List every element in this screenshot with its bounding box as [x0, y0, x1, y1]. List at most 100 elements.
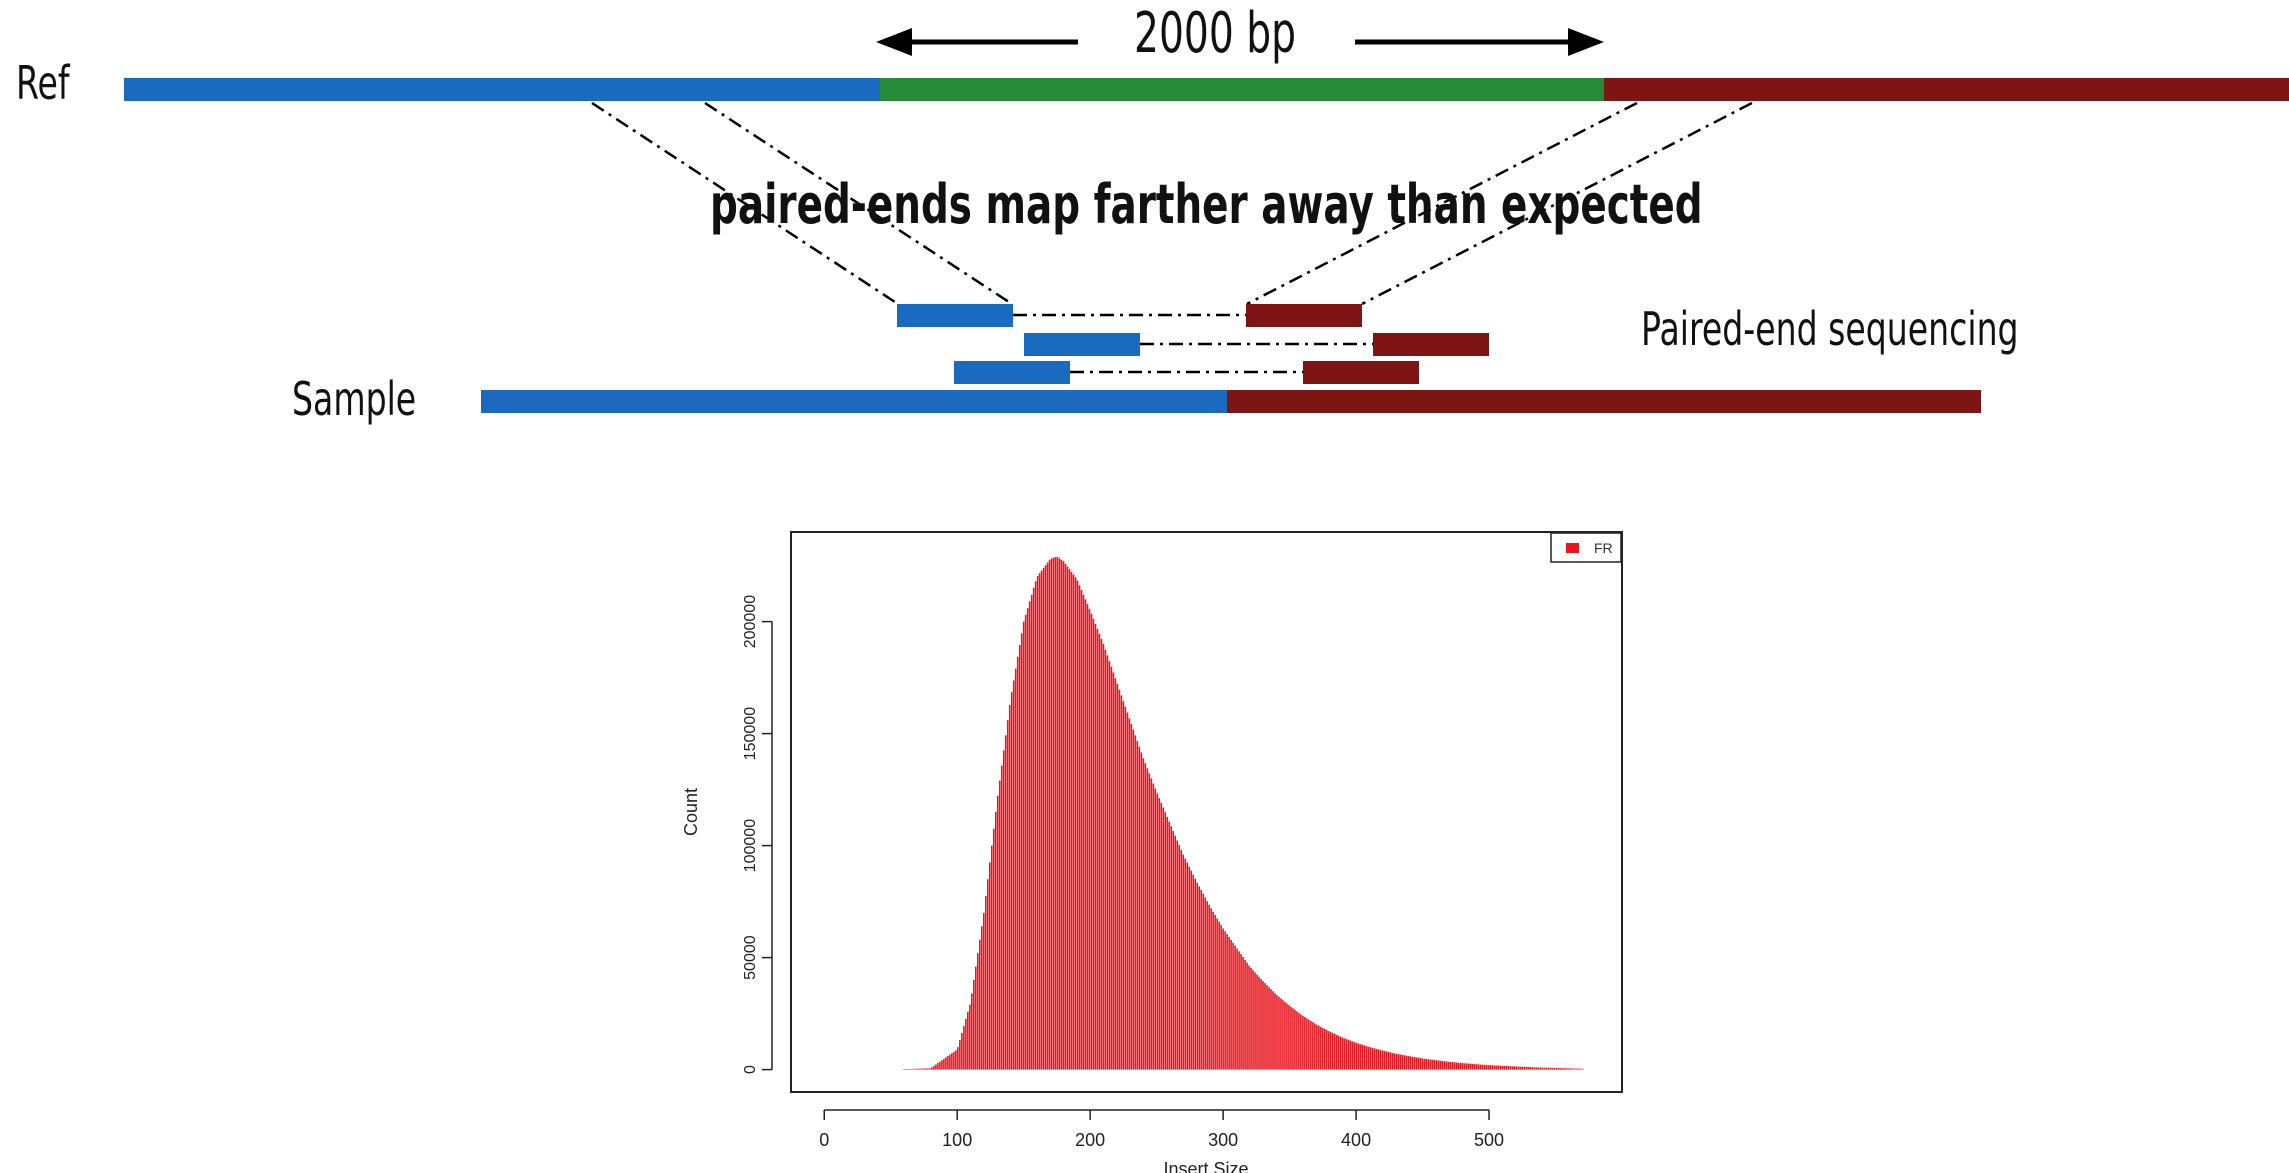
histogram-bar	[945, 1057, 947, 1070]
histogram-bar	[1569, 1068, 1571, 1070]
insert-size-arrow	[876, 28, 1604, 56]
histogram-bar	[1417, 1057, 1420, 1070]
histogram-bar	[1459, 1062, 1462, 1070]
legend: FR	[1550, 532, 1622, 563]
histogram-bar	[1214, 915, 1216, 1070]
histogram-bar	[1178, 845, 1181, 1070]
histogram-bar	[1292, 1008, 1294, 1070]
read-pair	[1024, 333, 1489, 356]
histogram-bar	[1409, 1056, 1412, 1070]
y-tick-label: 50000	[742, 935, 759, 980]
histogram-bar	[959, 1040, 961, 1070]
x-tick-label: 0	[819, 1130, 829, 1150]
histogram-bar	[1238, 951, 1240, 1070]
histogram-bar	[973, 980, 975, 1070]
histogram-bar	[1411, 1056, 1414, 1070]
histogram-bar	[1509, 1066, 1512, 1070]
histogram-bar	[1152, 783, 1155, 1070]
sample-label: Sample	[292, 372, 417, 426]
histogram-bar	[1064, 563, 1067, 1070]
histogram-bar	[1519, 1066, 1522, 1070]
histogram-bar	[1030, 594, 1033, 1070]
histogram-bar	[1176, 840, 1179, 1070]
histogram-bar	[1547, 1067, 1550, 1070]
histogram-bar	[927, 1068, 929, 1070]
histogram-bar	[913, 1068, 915, 1070]
histogram-bar	[1276, 995, 1278, 1070]
histogram-bar	[1407, 1056, 1410, 1070]
histogram-bar	[1056, 557, 1059, 1070]
histogram-bar	[988, 862, 991, 1070]
histogram-bar	[1132, 729, 1135, 1070]
x-tick-label: 200	[1075, 1130, 1105, 1150]
histogram-bar	[1062, 561, 1065, 1070]
histogram-bar	[1429, 1059, 1432, 1070]
legend-entry: FR	[1594, 540, 1613, 556]
histogram-bar	[1473, 1064, 1476, 1070]
read-forward	[897, 304, 1013, 327]
histogram-bar	[1521, 1066, 1524, 1070]
histogram-bar	[1559, 1068, 1561, 1070]
histogram-bar	[1479, 1064, 1482, 1070]
histogram-bar	[1022, 621, 1025, 1070]
histogram-bar	[1202, 893, 1204, 1070]
histogram-bar	[1330, 1032, 1332, 1070]
histogram-bar	[1248, 965, 1250, 1070]
histogram-bar	[1108, 661, 1111, 1070]
histogram-bar	[1206, 901, 1208, 1070]
histogram-bar	[1347, 1039, 1350, 1070]
histogram-bar	[1431, 1059, 1434, 1070]
histogram-bar	[937, 1063, 939, 1070]
histogram-bar	[990, 845, 993, 1070]
histogram-bar	[1469, 1063, 1472, 1070]
histogram-bar	[1553, 1067, 1555, 1070]
histogram-bar	[1477, 1064, 1480, 1070]
mapping-line	[704, 101, 1013, 306]
histogram-bar	[1345, 1039, 1348, 1070]
histogram-bar	[1573, 1068, 1575, 1070]
histogram-bar	[1565, 1068, 1567, 1070]
histogram-bar	[1100, 638, 1103, 1070]
histogram-bar	[1052, 557, 1055, 1070]
histogram-bar	[1336, 1034, 1338, 1070]
histogram-bar	[1485, 1064, 1488, 1070]
histogram-bar	[1190, 870, 1193, 1070]
histogram-bar	[1230, 939, 1232, 1070]
histogram-bar	[957, 1047, 959, 1070]
histogram-bar	[1048, 559, 1051, 1070]
histogram-bar	[1507, 1066, 1510, 1070]
histogram-bar	[1262, 981, 1264, 1070]
histogram-bar	[1186, 862, 1189, 1070]
histogram-bar	[1471, 1063, 1474, 1070]
histogram-bar	[1140, 752, 1143, 1070]
histogram-bar	[1377, 1049, 1380, 1070]
y-axis-label: Count	[681, 788, 701, 836]
histogram-bar	[1222, 928, 1224, 1070]
histogram-bar	[1511, 1066, 1514, 1070]
histogram-bar	[1433, 1060, 1436, 1070]
histogram-bar	[992, 828, 995, 1070]
histogram-bar	[947, 1056, 949, 1070]
histogram-bar	[1026, 608, 1029, 1070]
histogram-bar	[1505, 1065, 1508, 1070]
histogram-bar	[1168, 821, 1171, 1070]
histogram-bar	[1126, 712, 1129, 1070]
histogram-bar	[929, 1068, 931, 1070]
histogram-bar	[1439, 1060, 1442, 1070]
histogram-bar	[975, 966, 977, 1070]
histogram-bar	[1541, 1067, 1544, 1070]
histogram-bar	[1160, 802, 1163, 1070]
histogram-bar	[1142, 758, 1145, 1070]
histogram-bar	[1216, 918, 1218, 1070]
legend-box	[1550, 532, 1622, 563]
histogram-bar	[996, 795, 999, 1070]
histogram-bar	[935, 1064, 937, 1070]
sample-segment-blue	[481, 390, 1227, 413]
histogram-bar	[1397, 1054, 1400, 1070]
histogram-bar	[955, 1050, 957, 1070]
histogram-bar	[1294, 1009, 1296, 1070]
histogram-bar	[1018, 645, 1021, 1070]
histogram-bar	[1024, 614, 1027, 1070]
histogram-bar	[1343, 1038, 1346, 1070]
histogram-bar	[1078, 585, 1081, 1070]
